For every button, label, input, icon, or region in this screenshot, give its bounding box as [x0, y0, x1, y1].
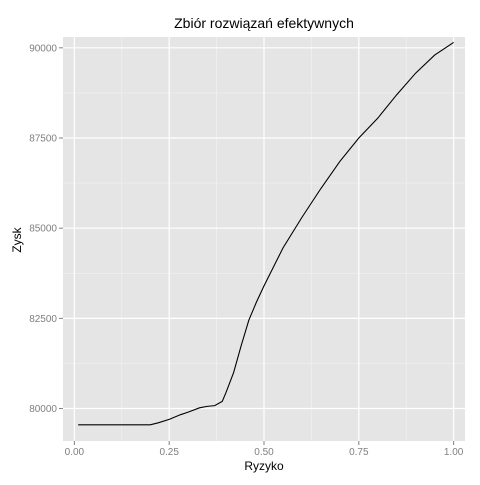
x-tick-label: 0.50 [254, 447, 274, 458]
x-axis-title: Ryzyko [244, 459, 284, 473]
x-tick-label: 0.25 [159, 447, 179, 458]
efficient-frontier-line [78, 41, 454, 426]
y-tick-label: 87500 [29, 134, 57, 145]
x-tick-label: 0.75 [349, 447, 369, 458]
y-tick-label: 82500 [29, 314, 57, 325]
y-axis-ticks: 80000 82500 85000 87500 90000 [29, 43, 63, 415]
x-tick-label: 1.00 [444, 447, 464, 458]
y-tick-label: 90000 [29, 43, 57, 54]
y-tick-label: 80000 [29, 404, 57, 415]
major-gridlines [63, 37, 465, 441]
y-axis-title: Zysk [10, 226, 24, 252]
y-tick-label: 85000 [29, 224, 57, 235]
x-tick-label: 0.00 [65, 447, 85, 458]
x-axis-ticks: 0.00 0.25 0.50 0.75 1.00 [65, 441, 464, 458]
chart-title: Zbiór rozwiązań efektywnych [174, 15, 354, 31]
